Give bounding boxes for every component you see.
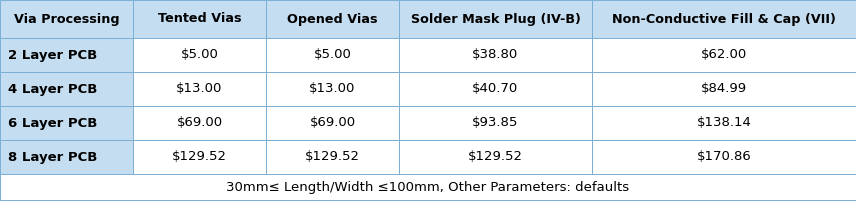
Text: Tented Vias: Tented Vias [158,13,241,25]
Bar [0,0,133,38]
Text: $5.00: $5.00 [181,49,218,62]
Text: 8 Layer PCB: 8 Layer PCB [8,151,98,164]
Text: $13.00: $13.00 [309,83,356,96]
Bar [133,72,266,106]
Bar [399,106,592,140]
Bar [266,140,399,174]
Bar [133,140,266,174]
Bar [592,106,856,140]
Text: 6 Layer PCB: 6 Layer PCB [8,117,98,130]
Text: $93.85: $93.85 [473,117,519,130]
Bar [133,0,266,38]
Bar [399,0,592,38]
Text: $38.80: $38.80 [473,49,519,62]
Text: $84.99: $84.99 [701,83,747,96]
Bar [0,140,133,174]
Bar [133,38,266,72]
Text: $40.70: $40.70 [473,83,519,96]
Bar [399,72,592,106]
Bar [399,140,592,174]
Text: 2 Layer PCB: 2 Layer PCB [8,49,98,62]
Text: 30mm≤ Length/Width ≤100mm, Other Parameters: defaults: 30mm≤ Length/Width ≤100mm, Other Paramet… [227,181,629,193]
Text: Solder Mask Plug (IV-B): Solder Mask Plug (IV-B) [411,13,580,25]
Text: $138.14: $138.14 [697,117,752,130]
Text: $69.00: $69.00 [309,117,355,130]
Text: $129.52: $129.52 [468,151,523,164]
Text: $170.86: $170.86 [697,151,752,164]
Bar [592,38,856,72]
Bar [133,106,266,140]
Bar [0,174,856,200]
Text: $62.00: $62.00 [701,49,747,62]
Text: Non-Conductive Fill & Cap (VII): Non-Conductive Fill & Cap (VII) [612,13,836,25]
Text: $13.00: $13.00 [176,83,223,96]
Text: $129.52: $129.52 [172,151,227,164]
Bar [592,140,856,174]
Text: $5.00: $5.00 [313,49,352,62]
Bar [266,106,399,140]
Text: Via Processing: Via Processing [14,13,119,25]
Bar [0,38,133,72]
Bar [0,106,133,140]
Bar [399,38,592,72]
Bar [266,0,399,38]
Bar [592,72,856,106]
Bar [266,38,399,72]
Bar [266,72,399,106]
Bar [0,72,133,106]
Bar [592,0,856,38]
Text: $69.00: $69.00 [176,117,223,130]
Text: $129.52: $129.52 [305,151,360,164]
Text: Opened Vias: Opened Vias [288,13,377,25]
Text: 4 Layer PCB: 4 Layer PCB [8,83,98,96]
